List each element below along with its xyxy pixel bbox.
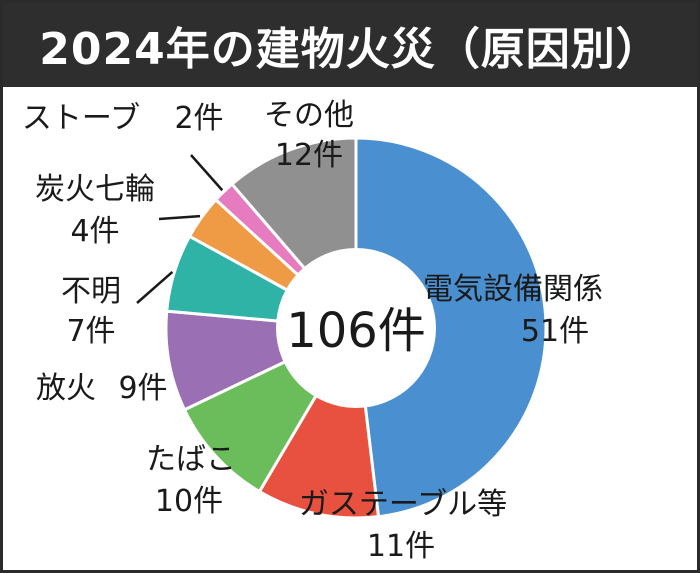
leader-line-unknown xyxy=(136,270,174,304)
label-count-charcoal-grill: 4件 xyxy=(70,214,119,249)
leader-line-stove xyxy=(190,154,224,192)
slice-electrical xyxy=(354,136,548,519)
label-name-electrical: 電気設備関係 xyxy=(423,272,603,307)
label-count-unknown: 7件 xyxy=(66,314,115,349)
title-bar: 2024年の建物火災（原因別） xyxy=(3,3,697,87)
label-count-gas-table: 11件 xyxy=(367,529,435,564)
center-total-label: 106件 xyxy=(286,303,426,359)
donut-chart: 106件 電気設備関係 51件 ガステーブル等 11件 たばこ 10件 放火 9… xyxy=(22,98,603,564)
label-count-arson: 9件 xyxy=(118,371,167,406)
label-count-electrical: 51件 xyxy=(521,314,589,349)
label-name-other: その他 xyxy=(264,98,354,133)
label-count-stove: 2件 xyxy=(174,101,223,136)
label-name-stove: ストーブ xyxy=(22,101,140,136)
label-name-arson: 放火 xyxy=(36,371,96,406)
label-count-other: 12件 xyxy=(275,138,343,173)
chart-title: 2024年の建物火災（原因別） xyxy=(39,24,661,75)
label-name-unknown: 不明 xyxy=(61,274,121,309)
donut-hole xyxy=(276,248,436,408)
label-name-gas-table: ガステーブル等 xyxy=(299,487,507,522)
leader-line-charcoal-grill xyxy=(158,214,201,221)
label-count-tobacco: 10件 xyxy=(155,484,223,519)
label-name-charcoal-grill: 炭火七輪 xyxy=(35,172,155,207)
label-name-tobacco: たばこ xyxy=(146,442,236,477)
